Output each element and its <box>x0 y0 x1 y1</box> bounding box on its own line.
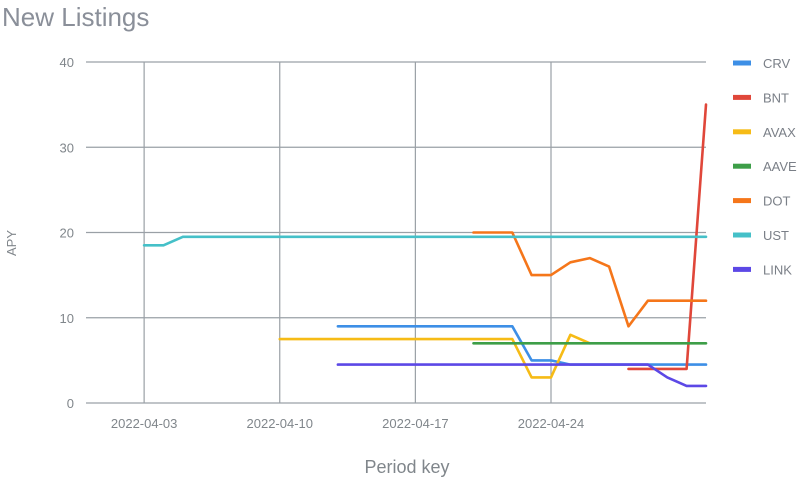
legend: CRV BNT AVAX AAVE DOT UST LINK <box>733 56 797 277</box>
legend-label-dot: DOT <box>763 194 791 209</box>
legend-swatch-ust <box>733 232 751 238</box>
legend-swatch-aave <box>733 163 751 169</box>
x-tick-label: 2022-04-03 <box>111 416 178 431</box>
legend-swatch-avax <box>733 129 751 135</box>
x-tick-label: 2022-04-10 <box>247 416 314 431</box>
series-line-bnt <box>627 103 708 371</box>
legend-label-link: LINK <box>763 262 792 277</box>
legend-label-aave: AAVE <box>763 159 797 174</box>
y-tick-label: 20 <box>60 226 74 241</box>
series-line-ust <box>142 235 708 247</box>
y-tick-label: 40 <box>60 55 74 70</box>
legend-label-bnt: BNT <box>763 90 789 105</box>
legend-label-crv: CRV <box>763 56 791 71</box>
x-axis-ticks: 2022-04-03 2022-04-10 2022-04-17 2022-04-24 <box>111 416 584 431</box>
series-layer <box>142 103 708 388</box>
series-line-avax <box>278 333 592 379</box>
legend-label-ust: UST <box>763 228 789 243</box>
legend-swatch-link <box>733 266 751 272</box>
legend-swatch-dot <box>733 198 751 204</box>
grid-layer <box>86 61 706 404</box>
y-tick-label: 30 <box>60 140 74 155</box>
legend-swatch-crv <box>733 60 751 66</box>
x-axis-title: Period key <box>364 457 449 477</box>
series-line-link <box>336 363 708 388</box>
chart-title: New Listings <box>2 2 150 32</box>
x-tick-label: 2022-04-24 <box>518 416 585 431</box>
y-axis-ticks: 0 10 20 30 40 <box>60 55 74 411</box>
y-tick-label: 10 <box>60 311 74 326</box>
x-tick-label: 2022-04-17 <box>382 416 449 431</box>
y-axis-title: APY <box>4 230 19 256</box>
legend-label-avax: AVAX <box>763 125 796 140</box>
series-line-dot <box>472 231 708 328</box>
y-tick-label: 0 <box>67 396 74 411</box>
legend-swatch-bnt <box>733 94 751 100</box>
